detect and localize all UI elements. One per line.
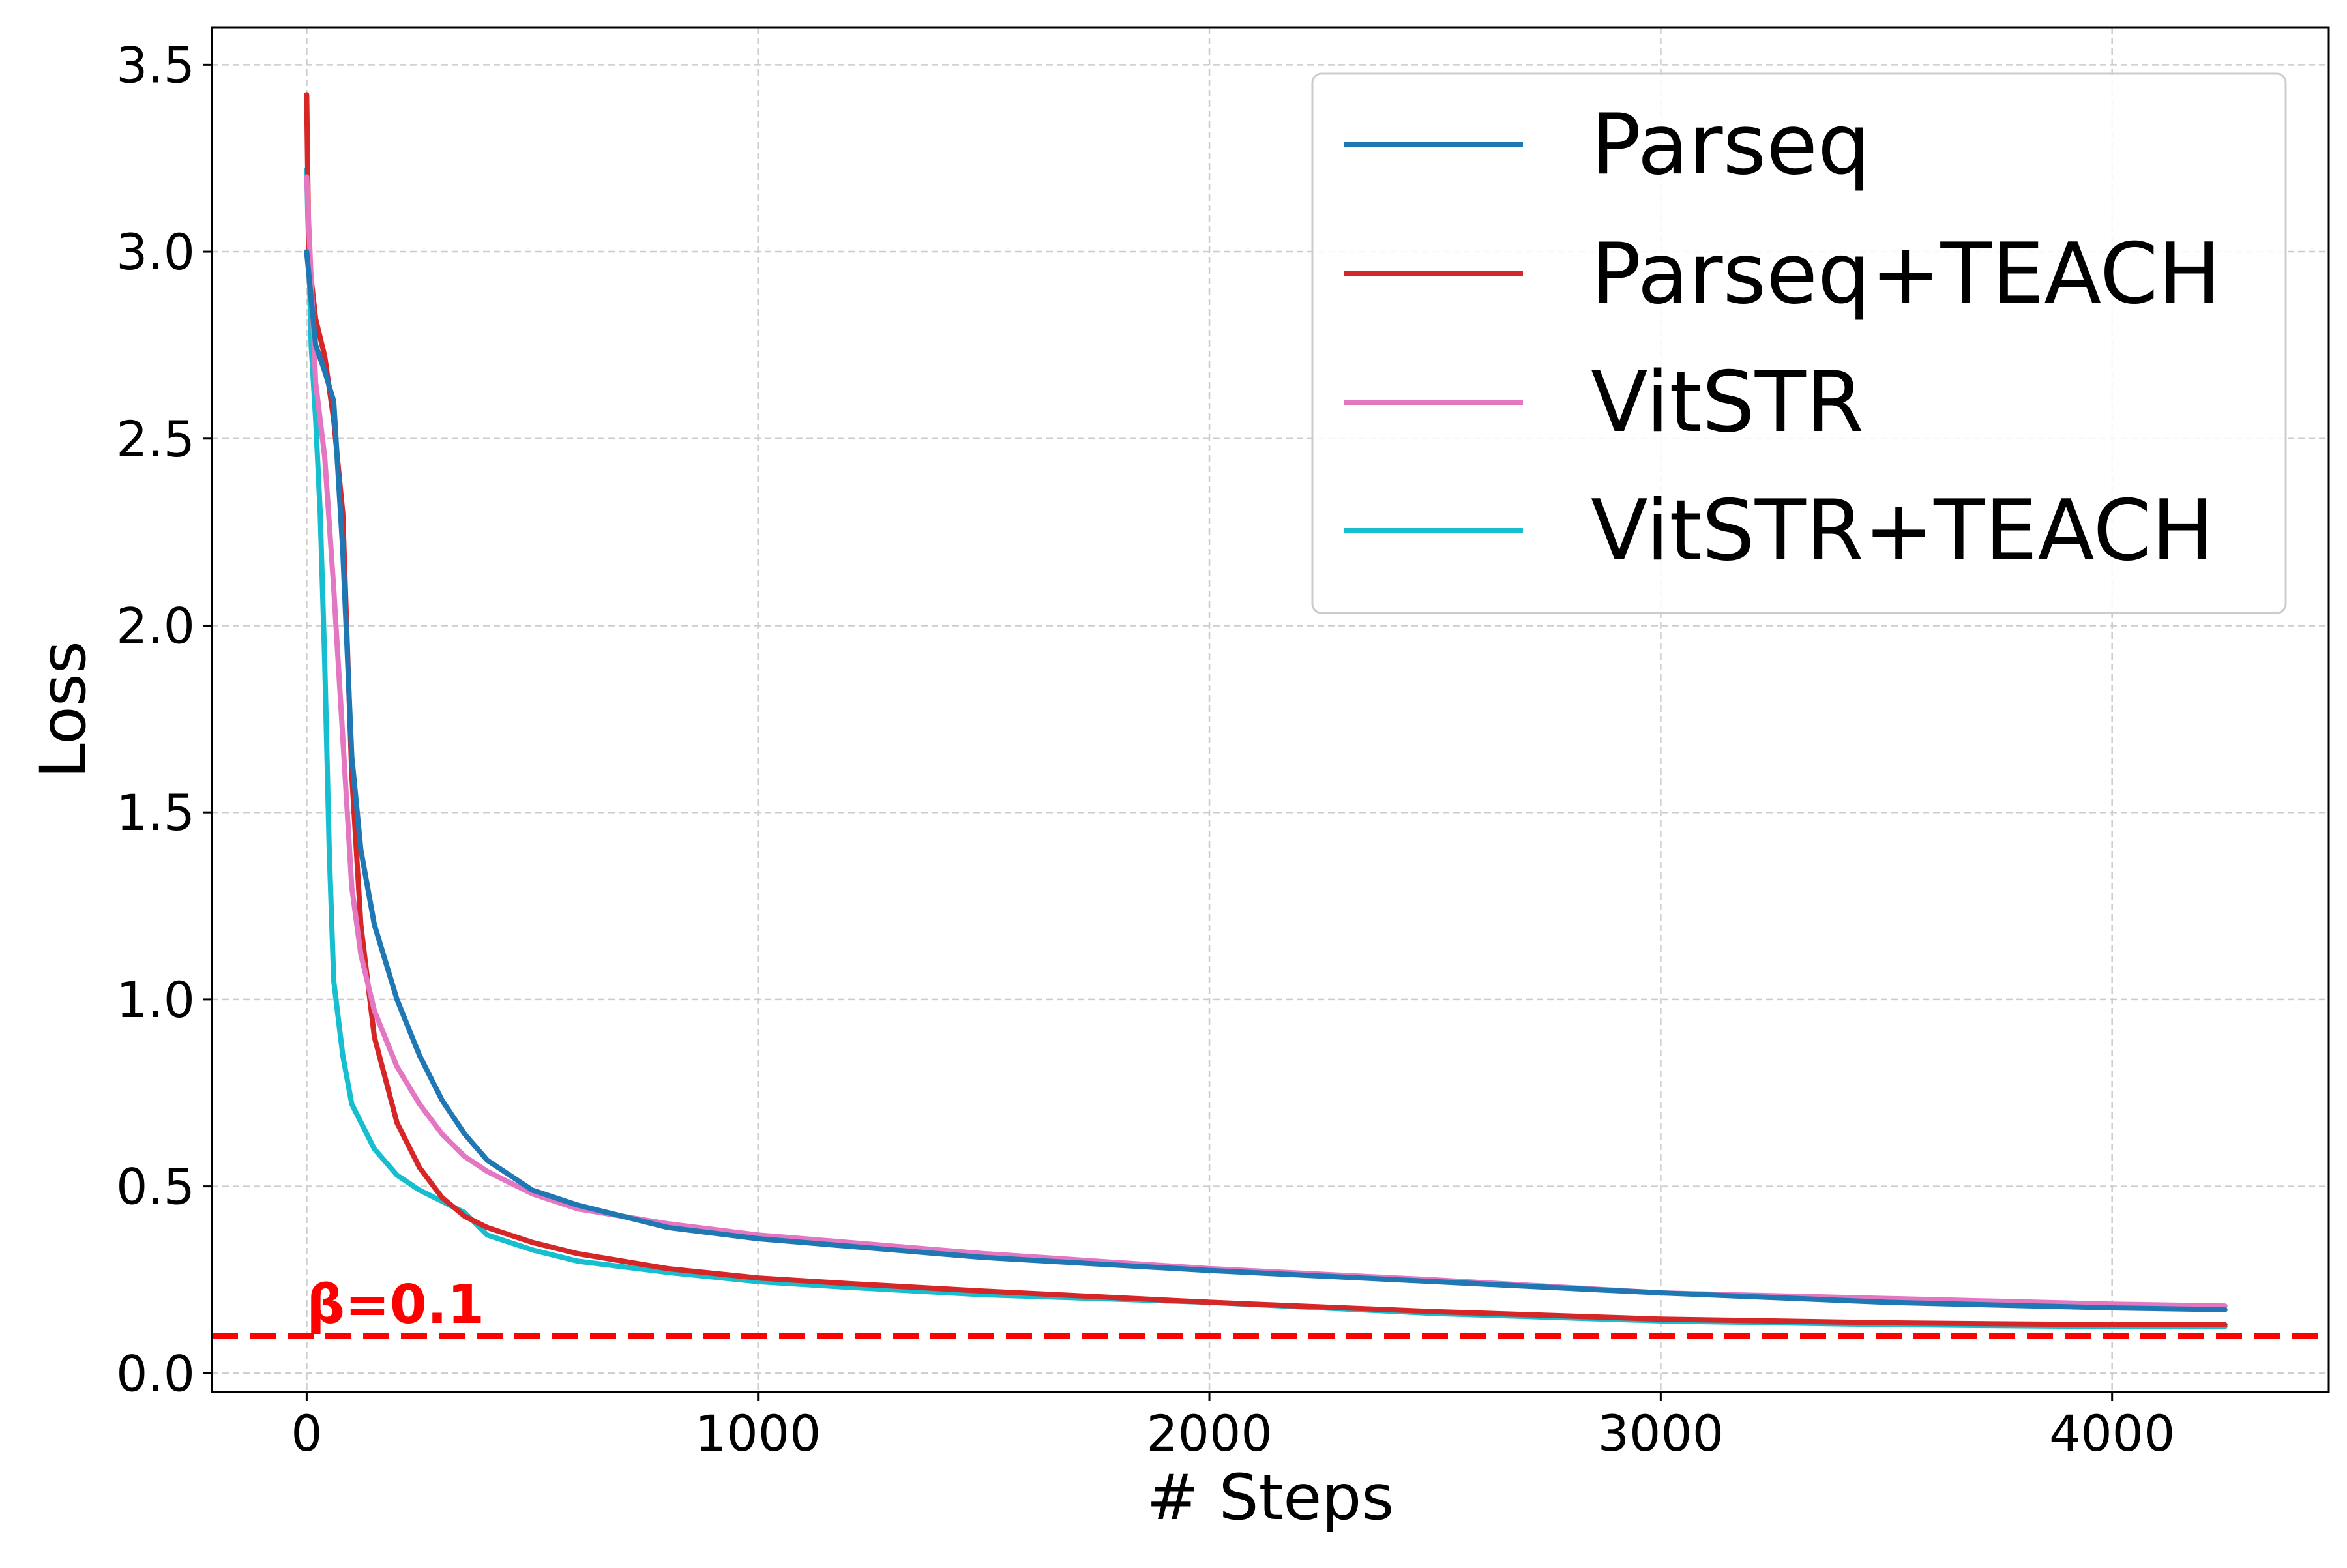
y-tick-label: 2.0	[116, 597, 195, 655]
y-tick-label: 0.5	[116, 1158, 195, 1216]
x-axis-label: # Steps	[1147, 1461, 1395, 1534]
series-line-parseq	[304, 249, 2228, 1312]
y-tick-label: 1.0	[116, 971, 195, 1029]
legend: Parseq Parseq+TEACH VitSTR VitSTR+TEACH	[1311, 72, 2287, 614]
y-tick-label: 0.0	[116, 1344, 195, 1402]
x-tick-label: 3000	[1598, 1404, 1724, 1462]
y-tick-label: 3.5	[116, 36, 195, 94]
legend-box	[1311, 72, 2287, 614]
x-tick-label: 2000	[1146, 1404, 1272, 1462]
x-tick-label: 0	[291, 1404, 322, 1462]
plot-frame	[211, 26, 2330, 1393]
x-tick-label: 1000	[695, 1404, 821, 1462]
y-tick-label: 2.5	[116, 410, 195, 468]
x-tick-label: 4000	[2049, 1404, 2175, 1462]
legend-label: Parseq	[1591, 96, 1870, 194]
y-axis-label: Loss	[27, 641, 100, 778]
threshold-label: β=0.1	[306, 1274, 484, 1336]
legend-label: VitSTR	[1591, 354, 1864, 451]
y-tick-label: 1.5	[116, 784, 195, 842]
legend-label: Parseq+TEACH	[1591, 226, 2221, 323]
y-tick-label: 3.0	[116, 223, 195, 281]
legend-label: VitSTR+TEACH	[1591, 482, 2214, 580]
